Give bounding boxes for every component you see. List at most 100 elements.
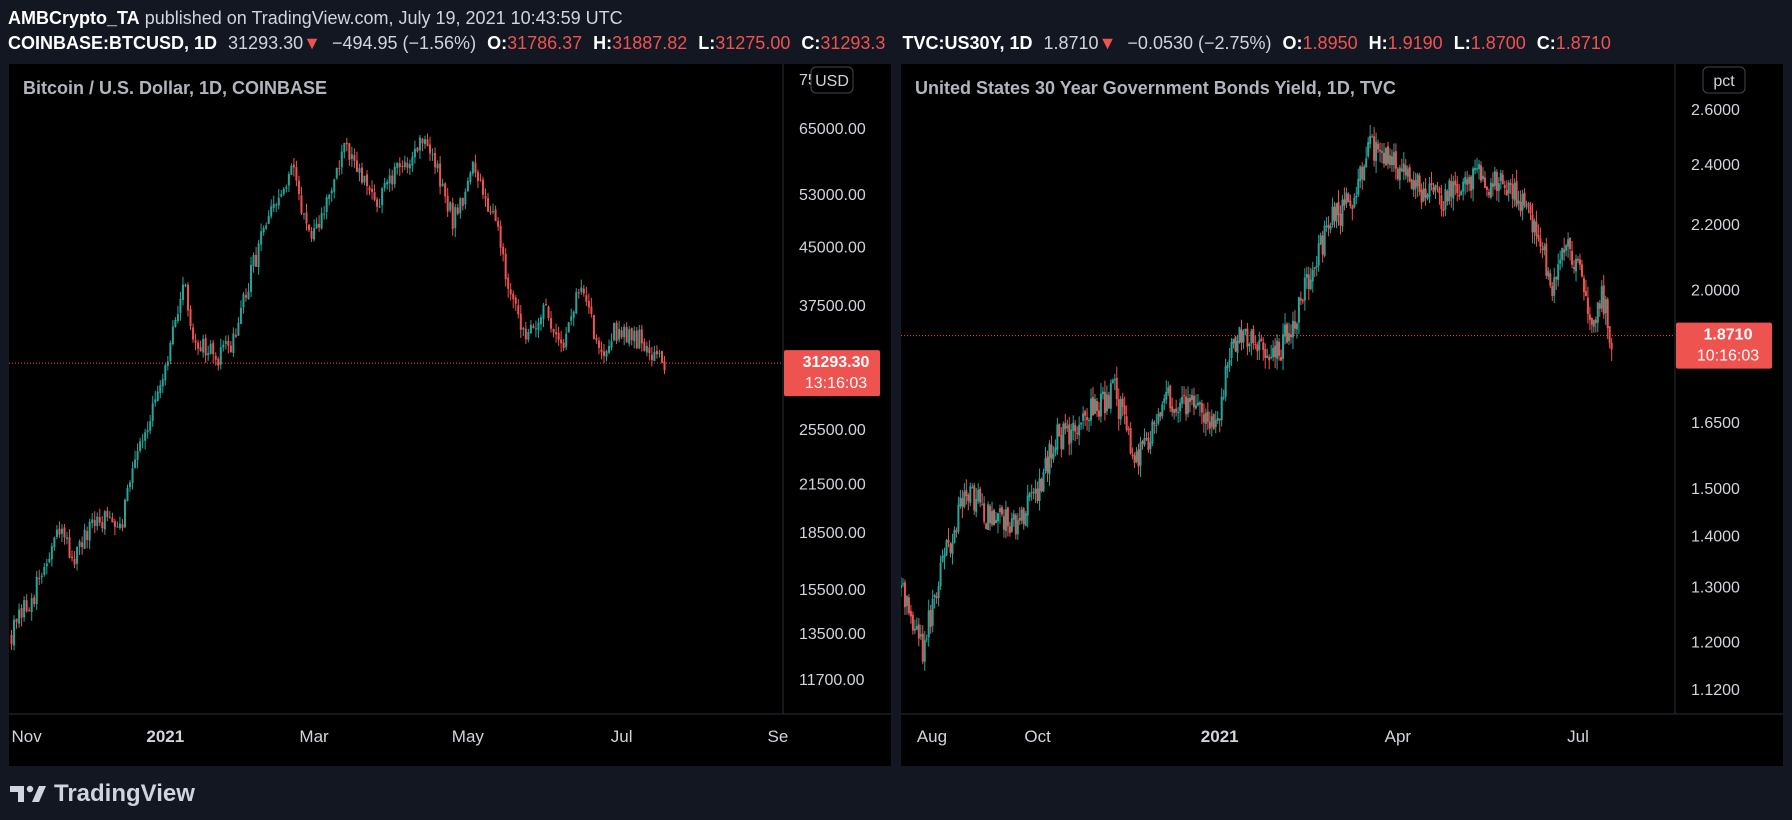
- bond-candle[interactable]: [1402, 152, 1405, 181]
- btc-candle[interactable]: [630, 327, 633, 346]
- btc-candle[interactable]: [333, 178, 336, 199]
- bond-candle[interactable]: [1125, 405, 1128, 433]
- bond-candle[interactable]: [1501, 170, 1504, 185]
- bond-candle[interactable]: [917, 618, 920, 647]
- bond-candle[interactable]: [1365, 146, 1368, 168]
- bond-candle[interactable]: [1165, 380, 1168, 405]
- bond-candle[interactable]: [1092, 386, 1095, 416]
- bond-candle[interactable]: [1072, 415, 1075, 441]
- bond-candle[interactable]: [1309, 267, 1312, 291]
- bond-candle[interactable]: [1598, 300, 1601, 317]
- bond-candle[interactable]: [1177, 406, 1180, 423]
- btc-candle[interactable]: [156, 385, 159, 402]
- btc-candle[interactable]: [565, 327, 568, 351]
- bond-candle[interactable]: [1575, 254, 1578, 282]
- btc-candle[interactable]: [456, 203, 459, 216]
- bond-candle[interactable]: [1561, 247, 1564, 268]
- btc-candle[interactable]: [199, 340, 202, 352]
- btc-candle[interactable]: [527, 328, 530, 343]
- btc-candle[interactable]: [86, 526, 89, 549]
- btc-candle[interactable]: [602, 343, 605, 364]
- bond-candle[interactable]: [969, 482, 972, 507]
- bond-candle[interactable]: [1369, 124, 1372, 149]
- btc-candle[interactable]: [663, 356, 666, 375]
- bond-candle[interactable]: [1531, 203, 1534, 244]
- btc-candles[interactable]: [10, 133, 666, 651]
- btc-candle[interactable]: [65, 531, 68, 545]
- bond-candle[interactable]: [957, 496, 960, 535]
- bond-candle[interactable]: [933, 593, 936, 609]
- btc-candle[interactable]: [53, 536, 56, 551]
- bond-candle[interactable]: [1608, 326, 1611, 349]
- btc-candle[interactable]: [557, 326, 560, 346]
- bond-candle[interactable]: [1474, 159, 1477, 175]
- bond-candle[interactable]: [1400, 158, 1403, 173]
- btc-candle[interactable]: [139, 437, 142, 453]
- btc-candle[interactable]: [653, 345, 656, 362]
- bond-candle[interactable]: [1586, 286, 1589, 324]
- bond-candle[interactable]: [996, 512, 999, 534]
- bond-candle[interactable]: [1491, 172, 1494, 197]
- bond-candle[interactable]: [1228, 348, 1231, 372]
- bond-candles[interactable]: [901, 124, 1613, 671]
- btc-chart-svg[interactable]: 65000.00 53000.00 45000.00 37500.00 25500.00…: [9, 64, 891, 766]
- bond-candle[interactable]: [925, 634, 928, 643]
- bond-candle[interactable]: [1014, 512, 1017, 540]
- bond-candle[interactable]: [1240, 319, 1243, 351]
- btc-candle[interactable]: [373, 184, 376, 202]
- btc-candle[interactable]: [71, 550, 74, 562]
- btc-candle[interactable]: [244, 288, 247, 302]
- btc-candle[interactable]: [50, 542, 53, 567]
- btc-candle[interactable]: [315, 217, 318, 229]
- btc-candle[interactable]: [512, 290, 515, 309]
- bond-candle[interactable]: [1301, 298, 1304, 305]
- btc-candle[interactable]: [149, 414, 152, 435]
- bond-candle[interactable]: [1202, 403, 1205, 433]
- bond-candle[interactable]: [1291, 311, 1294, 350]
- btc-candle[interactable]: [418, 134, 421, 159]
- bond-candle[interactable]: [1466, 170, 1469, 193]
- bond-candle[interactable]: [1145, 431, 1148, 442]
- bond-candle[interactable]: [1383, 142, 1386, 168]
- bond-candle[interactable]: [1214, 410, 1217, 434]
- bond-candle[interactable]: [1521, 189, 1524, 221]
- btc-candle[interactable]: [297, 175, 300, 201]
- btc-candle[interactable]: [136, 443, 139, 469]
- btc-candle[interactable]: [35, 570, 38, 610]
- btc-candle[interactable]: [358, 163, 361, 182]
- bond-candle[interactable]: [1135, 447, 1138, 464]
- btc-candle[interactable]: [76, 546, 79, 571]
- bond-price-tag[interactable]: 1.8710 10:16:03: [1676, 322, 1772, 369]
- btc-candle[interactable]: [98, 508, 101, 527]
- bond-candle[interactable]: [1286, 322, 1289, 344]
- btc-candle[interactable]: [166, 356, 169, 371]
- btc-candle[interactable]: [338, 160, 341, 176]
- bond-candle[interactable]: [1404, 159, 1407, 180]
- btc-candle[interactable]: [582, 285, 585, 297]
- bond-candle[interactable]: [1551, 281, 1554, 301]
- btc-candle[interactable]: [171, 320, 174, 346]
- bond-candle[interactable]: [1343, 187, 1346, 211]
- bond-candle[interactable]: [1545, 237, 1548, 280]
- btc-candle[interactable]: [217, 356, 220, 371]
- bond-candle[interactable]: [1434, 184, 1437, 200]
- bond-candle[interactable]: [1577, 256, 1580, 264]
- bond-candle[interactable]: [1377, 139, 1380, 153]
- btc-candle[interactable]: [265, 222, 268, 231]
- btc-candle[interactable]: [436, 160, 439, 173]
- bond-candle[interactable]: [1070, 423, 1073, 455]
- btc-candle[interactable]: [429, 136, 432, 161]
- btc-candle[interactable]: [209, 340, 212, 355]
- bond-candle[interactable]: [1321, 230, 1324, 263]
- btc-candle[interactable]: [55, 525, 58, 540]
- btc-candle[interactable]: [360, 162, 363, 185]
- bond-candle[interactable]: [1505, 180, 1508, 196]
- bond-candle[interactable]: [1406, 165, 1409, 183]
- btc-candle[interactable]: [262, 225, 265, 236]
- bond-candle[interactable]: [1046, 450, 1049, 482]
- bond-candle[interactable]: [915, 617, 918, 631]
- bond-candle[interactable]: [1190, 388, 1193, 406]
- btc-candle[interactable]: [187, 282, 190, 317]
- bond-candle[interactable]: [1602, 274, 1605, 319]
- bond-candle[interactable]: [1584, 279, 1587, 297]
